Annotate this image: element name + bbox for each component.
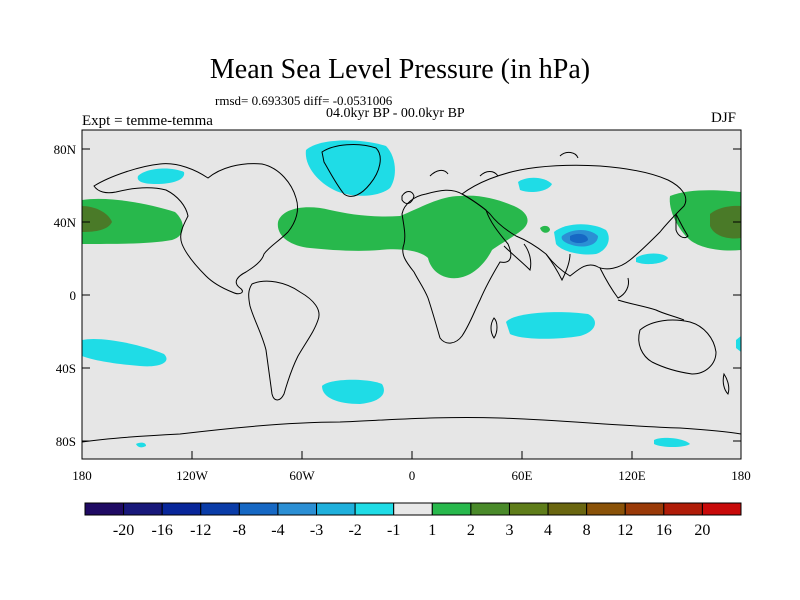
coastlines bbox=[82, 144, 741, 443]
colorbar-label: 1 bbox=[428, 522, 436, 539]
lon-label: 60E bbox=[512, 468, 533, 483]
colorbar-label: -1 bbox=[387, 522, 400, 539]
coast-japan bbox=[675, 213, 689, 239]
colorbar-label: 2 bbox=[467, 522, 475, 539]
lon-label: 120W bbox=[176, 468, 209, 483]
anomaly-north-pacific-west bbox=[82, 198, 183, 244]
colorbar-box bbox=[84, 502, 125, 516]
colorbar-label: -4 bbox=[271, 522, 284, 539]
colorbar-box bbox=[277, 502, 318, 516]
anomaly-south-atlantic bbox=[322, 379, 384, 404]
lat-label: 80S bbox=[56, 434, 76, 449]
colorbar bbox=[84, 502, 742, 516]
coast-india bbox=[545, 253, 571, 282]
colorbar-box bbox=[431, 502, 472, 516]
anomaly-indian-ocean bbox=[506, 312, 595, 339]
lat-label: 40N bbox=[54, 215, 77, 230]
colorbar-box bbox=[701, 502, 742, 516]
colorbar-box bbox=[663, 502, 703, 516]
latitude-labels: 80N 40N 0 40S 80S bbox=[54, 142, 77, 449]
lat-label: 40S bbox=[56, 361, 76, 376]
colorbar-label: -2 bbox=[348, 522, 361, 539]
colorbar-label: -20 bbox=[113, 522, 134, 539]
axis-ticks bbox=[81, 148, 742, 459]
colorbar-label: 20 bbox=[694, 522, 710, 539]
colorbar-box bbox=[586, 502, 626, 516]
coast-greenland bbox=[321, 144, 381, 197]
colorbar-label: -16 bbox=[152, 522, 173, 539]
anomaly-siberia bbox=[518, 177, 552, 192]
anomaly-pacific-patch-east bbox=[710, 205, 741, 239]
colorbar-box bbox=[393, 502, 433, 516]
chart-title: Mean Sea Level Pressure (in hPa) bbox=[209, 54, 591, 85]
colorbar-label: -8 bbox=[233, 522, 246, 539]
coast-asia bbox=[461, 164, 687, 277]
period-text: 04.0kyr BP - 00.0kyr BP bbox=[326, 106, 465, 121]
coast-antarctica bbox=[82, 416, 741, 443]
coast-madagascar bbox=[490, 317, 498, 339]
colorbar-box bbox=[624, 502, 665, 516]
lon-label: 120E bbox=[618, 468, 646, 483]
anomaly-small-asia bbox=[540, 225, 550, 233]
coast-arctic-islands bbox=[429, 151, 579, 177]
lon-label: 60W bbox=[289, 468, 315, 483]
longitude-labels: 180 120W 60W 0 60E 120E 180 bbox=[72, 468, 751, 483]
coast-new-zealand bbox=[722, 372, 730, 395]
colorbar-label: 8 bbox=[583, 522, 591, 539]
anomaly-antarctic-tiny bbox=[136, 442, 146, 448]
lon-label: 180 bbox=[731, 468, 751, 483]
colorbar-label: -3 bbox=[310, 522, 323, 539]
colorbar-labels: -20 -16 -12 -8 -4 -3 -2 -1 1 2 3 4 8 12 16 20 bbox=[113, 522, 710, 539]
coast-indonesia bbox=[617, 299, 685, 321]
colorbar-box bbox=[238, 502, 279, 516]
colorbar-label: 3 bbox=[505, 522, 513, 539]
experiment-label: Expt = temme-temma bbox=[82, 113, 213, 129]
colorbar-box bbox=[547, 502, 588, 516]
anomaly-south-china-sea bbox=[636, 253, 668, 265]
colorbar-box bbox=[200, 502, 240, 516]
colorbar-box bbox=[470, 502, 510, 516]
coast-uk bbox=[401, 191, 415, 204]
colorbar-box bbox=[123, 502, 163, 516]
negative-anomaly-layer bbox=[82, 140, 741, 448]
anomaly-tibet-center bbox=[570, 233, 588, 243]
lon-label: 0 bbox=[409, 468, 416, 483]
anomaly-antarctic-small bbox=[654, 437, 690, 447]
colorbar-label: 4 bbox=[544, 522, 552, 539]
anomaly-alaska bbox=[137, 168, 185, 184]
colorbar-box bbox=[508, 502, 549, 516]
anomaly-greenland bbox=[305, 140, 395, 196]
colorbar-label: 12 bbox=[617, 522, 633, 539]
anomaly-south-pacific bbox=[82, 338, 167, 367]
colorbar-box bbox=[316, 502, 356, 516]
lon-label: 180 bbox=[72, 468, 92, 483]
anomaly-atlantic-eurasia bbox=[277, 195, 528, 279]
coast-south-america bbox=[248, 280, 320, 401]
coast-australia bbox=[638, 319, 717, 375]
map-background bbox=[82, 130, 741, 459]
anomaly-east-pacific-edge bbox=[736, 336, 741, 352]
colorbar-label: 16 bbox=[656, 522, 672, 539]
anomaly-pacific-patch-west bbox=[82, 206, 112, 232]
stats-text: rmsd= 0.693305 diff= -0.0531006 bbox=[215, 93, 393, 108]
colorbar-box bbox=[354, 502, 395, 516]
coast-arabia bbox=[503, 243, 532, 271]
colorbar-label: -12 bbox=[190, 522, 211, 539]
season-label: DJF bbox=[711, 110, 737, 126]
lat-label: 0 bbox=[70, 288, 77, 303]
coast-north-america bbox=[93, 163, 299, 295]
colorbar-box bbox=[161, 502, 202, 516]
map-layers bbox=[82, 140, 741, 448]
lat-label: 80N bbox=[54, 142, 77, 157]
coast-se-asia bbox=[599, 267, 629, 299]
